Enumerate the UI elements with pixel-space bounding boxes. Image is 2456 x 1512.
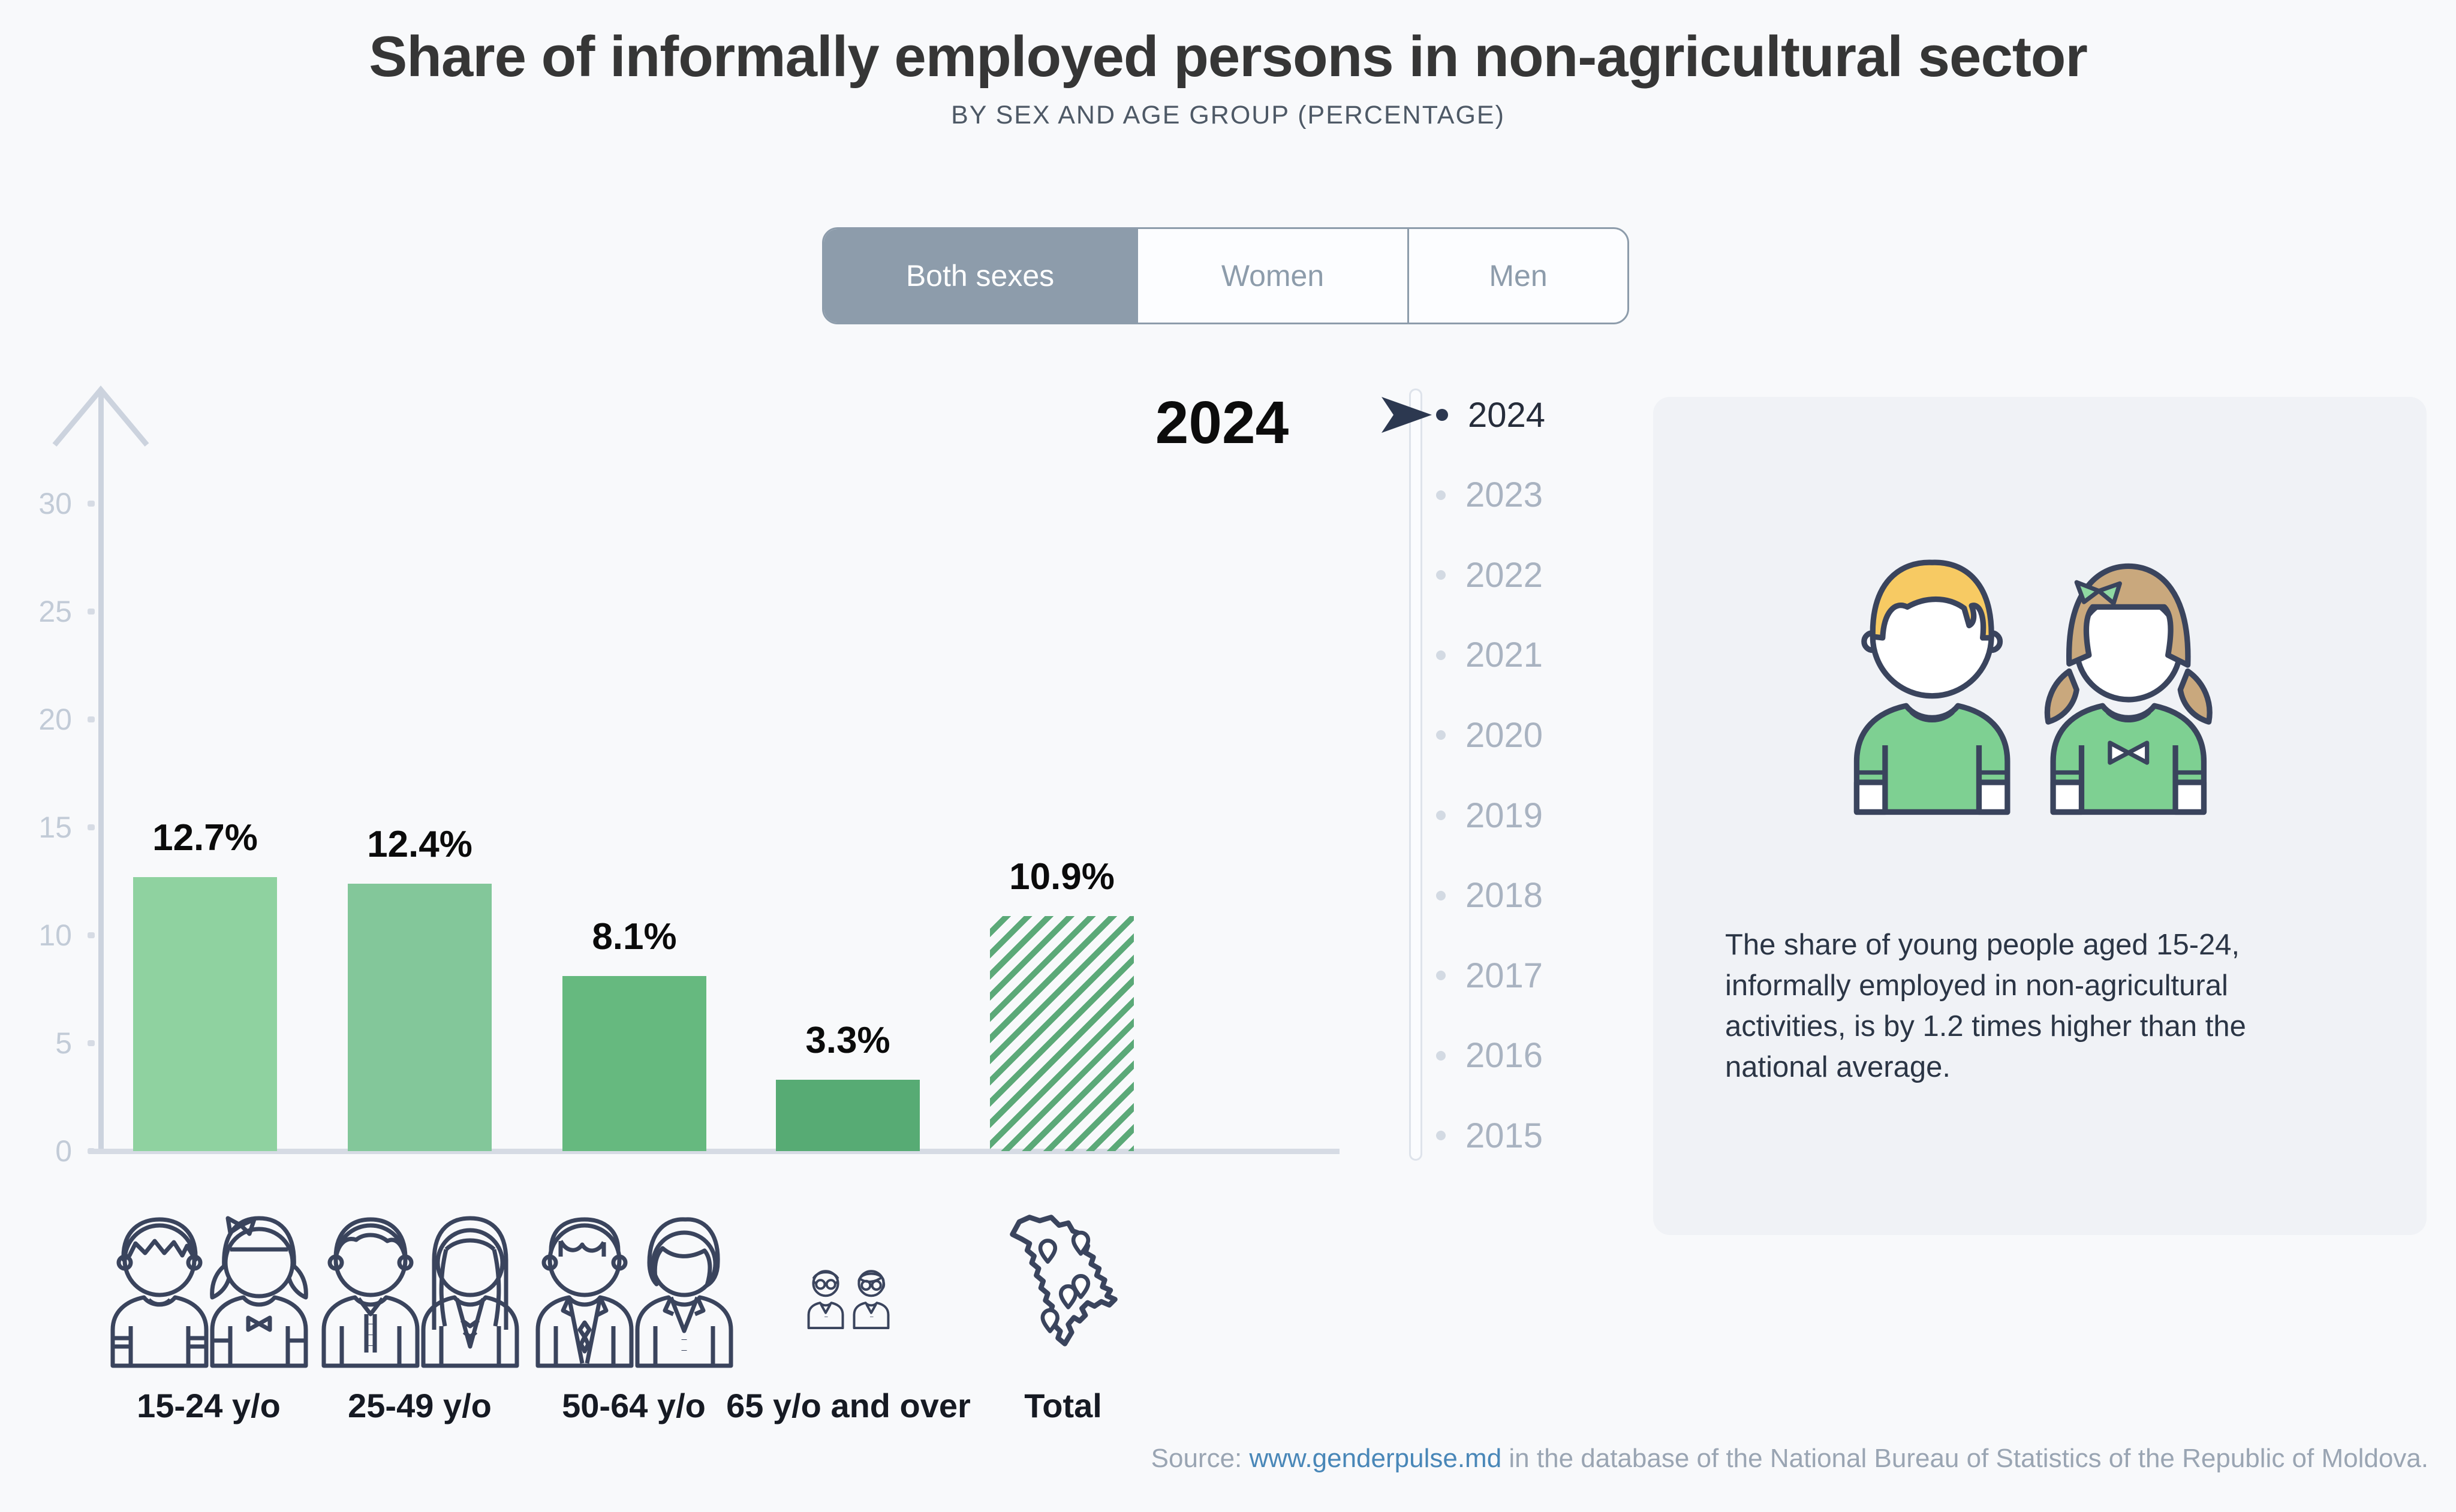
bar-65 y/o and over <box>776 1080 920 1151</box>
timeline-year-label: 2024 <box>1468 395 1546 435</box>
y-axis-tick-label: 5 <box>55 1026 72 1060</box>
bar-group-25-49 y/o: 12.4% <box>348 825 492 1151</box>
adult-couple-icon <box>321 1216 519 1368</box>
moldova-map-icon <box>1010 1215 1118 1347</box>
timeline-year-label: 2019 <box>1465 796 1543 835</box>
timeline-year-label: 2017 <box>1465 956 1543 995</box>
timeline-dot-icon <box>1436 971 1446 981</box>
toggle-men[interactable]: Men <box>1407 229 1627 323</box>
timeline-year-2024[interactable]: 2024 <box>1436 393 1545 436</box>
timeline-year-2023[interactable]: 2023 <box>1436 474 1543 517</box>
timeline-dot-icon <box>1436 730 1446 740</box>
y-axis-tick-label: 15 <box>38 811 72 844</box>
bar-25-49 y/o <box>348 884 492 1151</box>
timeline-year-2022[interactable]: 2022 <box>1436 553 1543 597</box>
toggle-both-sexes[interactable]: Both sexes <box>824 229 1136 323</box>
x-axis-line <box>89 1149 1340 1154</box>
y-axis-tick-label: 0 <box>55 1134 72 1168</box>
toggle-women[interactable]: Women <box>1136 229 1407 323</box>
info-card-text: The share of young people aged 15-24, in… <box>1725 929 2246 1083</box>
timeline-dot-icon <box>1436 570 1446 580</box>
y-axis-tick-mark <box>88 501 95 507</box>
bar-value-label: 10.9% <box>1009 856 1115 897</box>
timeline-year-label: 2015 <box>1465 1116 1543 1155</box>
timeline-year-label: 2018 <box>1465 876 1543 915</box>
timeline-year-label: 2020 <box>1465 715 1543 755</box>
timeline-year-label: 2023 <box>1465 475 1543 515</box>
y-axis-tick-label: 10 <box>38 918 72 952</box>
source-line: Source: www.genderpulse.md in the databa… <box>1151 1444 2428 1474</box>
timeline-dot-icon <box>1436 890 1446 900</box>
young-couple-icon <box>110 1216 308 1368</box>
timeline-dot-icon <box>1436 490 1446 500</box>
timeline-year-label: 2016 <box>1465 1036 1543 1076</box>
timeline-year-label: 2022 <box>1465 555 1543 595</box>
y-axis-tick-mark <box>88 716 95 722</box>
bar-50-64 y/o <box>562 976 706 1151</box>
category-label-total: Total <box>1024 1387 1102 1424</box>
page-subtitle: BY SEX AND AGE GROUP (PERCENTAGE) <box>951 101 1505 129</box>
bar-value-label: 12.7% <box>152 817 258 859</box>
y-axis-tick-mark <box>88 824 95 830</box>
timeline-track <box>1409 388 1422 1161</box>
timeline-dot-icon <box>1436 1131 1446 1141</box>
timeline-year-2019[interactable]: 2019 <box>1436 794 1543 837</box>
timeline-dot-icon <box>1436 1050 1446 1061</box>
category-label-50-64: 50-64 y/o <box>562 1387 706 1424</box>
source-link[interactable]: www.genderpulse.md <box>1249 1444 1502 1473</box>
info-card: The share of young people aged 15-24, in… <box>1653 397 2427 1235</box>
y-axis-tick-label: 25 <box>38 595 72 628</box>
source-suffix: in the database of the National Bureau o… <box>1501 1444 2428 1473</box>
y-axis-tick-mark <box>88 932 95 938</box>
bar-group-15-24 y/o: 12.7% <box>133 818 277 1151</box>
timeline-dot-icon <box>1436 811 1446 820</box>
bar-value-label: 3.3% <box>805 1020 890 1061</box>
category-label-65-over: 65 y/o and over <box>726 1387 971 1424</box>
page-title: Share of informally employed persons in … <box>369 25 2088 89</box>
bar-15-24 y/o <box>133 877 277 1151</box>
timeline-year-2016[interactable]: 2016 <box>1436 1034 1543 1077</box>
timeline-year-2021[interactable]: 2021 <box>1436 634 1543 677</box>
timeline-year-2015[interactable]: 2015 <box>1436 1114 1543 1157</box>
category-label-15-24: 15-24 y/o <box>137 1387 281 1424</box>
elderly-couple-icon <box>807 1270 890 1330</box>
y-axis-line <box>98 391 104 1151</box>
y-axis-arrow-icon <box>52 385 149 447</box>
timeline-cursor-icon <box>1382 397 1432 433</box>
bar-value-label: 12.4% <box>367 824 472 865</box>
bar-group-50-64 y/o: 8.1% <box>562 917 706 1151</box>
category-label-25-49: 25-49 y/o <box>348 1387 492 1424</box>
timeline-year-2020[interactable]: 2020 <box>1436 713 1543 757</box>
timeline-year-2018[interactable]: 2018 <box>1436 874 1543 917</box>
y-axis-tick-mark <box>88 1148 95 1154</box>
sex-toggle-group: Both sexes Women Men <box>822 227 1629 324</box>
bar-group-65 y/o and over: 3.3% <box>776 1021 920 1151</box>
y-axis-tick-mark <box>88 1040 95 1046</box>
source-prefix: Source: <box>1151 1444 1250 1473</box>
timeline-year-2017[interactable]: 2017 <box>1436 954 1543 997</box>
y-axis-tick-mark <box>88 609 95 615</box>
timeline-year-label: 2021 <box>1465 635 1543 675</box>
timeline-dot-icon <box>1436 409 1448 421</box>
y-axis-tick-label: 20 <box>38 703 72 736</box>
bar-Total <box>990 916 1134 1151</box>
timeline-dot-icon <box>1436 650 1446 660</box>
bar-group-Total: 10.9% <box>990 857 1134 1151</box>
current-year-label: 2024 <box>1155 389 1289 456</box>
bar-value-label: 8.1% <box>592 916 677 957</box>
older-couple-icon <box>535 1217 733 1368</box>
y-axis-tick-label: 30 <box>38 487 72 520</box>
boy-and-girl-icon <box>1853 559 2213 815</box>
